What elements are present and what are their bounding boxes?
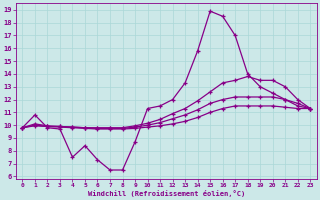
X-axis label: Windchill (Refroidissement éolien,°C): Windchill (Refroidissement éolien,°C) xyxy=(88,190,245,197)
